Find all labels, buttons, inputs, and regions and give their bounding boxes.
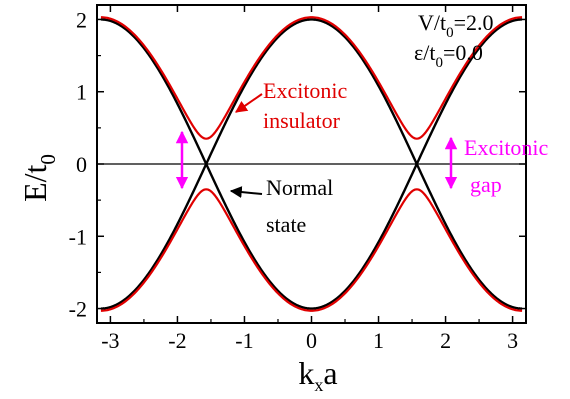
param-eps-sub: 0: [435, 55, 443, 71]
x-axis-label: kxa: [298, 355, 337, 394]
y-tick-label: -1: [69, 224, 87, 249]
param-eps-over-t0: ε/t0=0.0: [414, 40, 483, 71]
x-tick-label: -2: [168, 328, 186, 353]
x-tick-label: -3: [101, 328, 119, 353]
y-tick-label: 2: [76, 7, 87, 32]
param-eps-post: =0.0: [443, 40, 483, 65]
param-v-pre: V/t: [418, 10, 446, 35]
x-axis-label-main: k: [298, 355, 314, 391]
annotation-normal-state-arrow: [229, 186, 263, 199]
axis-ticks: [97, 5, 526, 323]
y-axis-label-main: E/t: [17, 164, 53, 201]
annotation-normal-state-line1: Normal: [266, 175, 333, 200]
param-v-over-t0: V/t0=2.0: [418, 10, 494, 41]
annotation-excitonic-insulator-line2: insulator: [263, 108, 341, 133]
param-v-sub: 0: [446, 25, 454, 41]
annotation-excitonic-insulator-line1: Excitonic: [263, 78, 348, 103]
plot-curves: [100, 16, 523, 312]
series-excitonic-upper-band: [100, 16, 523, 140]
y-tick-label: 0: [76, 152, 87, 177]
y-tick-label: -2: [69, 297, 87, 322]
x-tick-label: 1: [373, 328, 384, 353]
x-axis-label-rest: a: [323, 355, 337, 391]
y-tick-label: 1: [76, 80, 87, 105]
axis-tick-labels: -3 -2 -1 0 1 2 3 -2 -1 0 1 2: [69, 7, 518, 353]
y-axis-label: E/t0: [17, 154, 60, 202]
y-axis-label-sub: 0: [36, 154, 60, 165]
x-tick-label: 2: [440, 328, 451, 353]
x-tick-label: 3: [507, 328, 518, 353]
param-v-post: =2.0: [454, 10, 494, 35]
series-excitonic-lower-band: [100, 188, 523, 312]
x-tick-label: -1: [235, 328, 253, 353]
series-normal-upper-band: [100, 18, 523, 167]
param-eps-pre: ε/t: [414, 40, 435, 65]
x-axis-label-sub: x: [314, 375, 323, 394]
annotation-normal-state-line2: state: [266, 212, 306, 237]
annotation-excitonic-gap-line1: Excitonic: [464, 135, 549, 160]
x-tick-label: 0: [306, 328, 317, 353]
annotation-excitonic-insulator-arrow: [235, 93, 263, 113]
annotation-excitonic-gap-line2: gap: [470, 172, 502, 197]
series-normal-lower-band: [100, 161, 523, 310]
